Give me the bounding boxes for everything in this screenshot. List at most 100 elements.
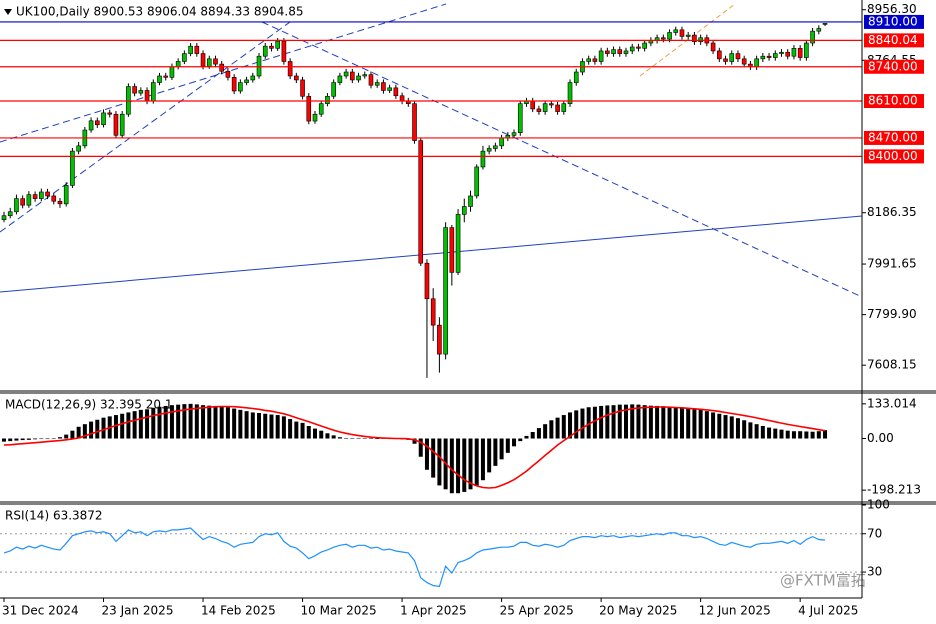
level-label: 8610.00 — [868, 94, 918, 108]
channel-lower — [0, 21, 291, 233]
chart-title: UK100,Daily 8900.53 8906.04 8894.33 8904… — [16, 5, 303, 19]
macd-bar — [630, 404, 635, 439]
macd-bar — [723, 415, 728, 439]
candle-body — [150, 82, 156, 102]
channel-upper — [0, 3, 447, 143]
candle-body — [636, 46, 641, 49]
macd-bar — [493, 438, 498, 466]
candle-body — [20, 198, 25, 206]
macd-bar — [331, 435, 336, 439]
candle-body — [287, 61, 293, 77]
candle-body — [101, 112, 106, 126]
macd-bar — [456, 438, 461, 494]
macd-bar — [692, 409, 697, 439]
x-tick-label: 23 Jan 2025 — [102, 604, 174, 618]
macd-bar — [368, 438, 373, 440]
candle-body — [107, 112, 113, 115]
macd-bar — [126, 412, 131, 439]
macd-bar — [779, 429, 784, 439]
macd-bar — [163, 405, 168, 439]
macd-bar — [26, 438, 31, 440]
macd-bar — [698, 409, 703, 439]
macd-bar — [742, 420, 747, 439]
macd-bar — [306, 426, 311, 439]
macd-bar — [76, 426, 81, 439]
macd-bar — [549, 420, 554, 439]
candle-body — [343, 71, 349, 77]
x-tick-label: 20 May 2025 — [599, 604, 677, 618]
candle-body — [219, 63, 224, 72]
macd-bar — [431, 438, 436, 478]
macd-bar — [773, 428, 778, 439]
macd-bar — [798, 431, 803, 439]
candle-body — [70, 150, 75, 186]
macd-bar — [356, 438, 361, 439]
level-label: 8740.00 — [868, 59, 918, 73]
candle-body — [449, 227, 455, 273]
candle-body — [350, 71, 355, 81]
candle-body — [262, 45, 268, 57]
macd-bar — [536, 428, 541, 439]
macd-bar — [412, 438, 417, 444]
y-tick-label: 0.00 — [867, 431, 894, 445]
y-tick-label: -198.213 — [867, 483, 921, 497]
macd-bar — [288, 418, 293, 439]
macd-bar — [424, 438, 429, 470]
candle-body — [318, 103, 324, 115]
candle-body — [530, 100, 536, 110]
candle-body — [231, 76, 237, 92]
plot-layer: 31 Dec 2024 23 Jan 2025 14 Feb 2025 10 Mar … — [0, 2, 924, 618]
macd-bar — [95, 419, 100, 439]
macd-bar — [219, 406, 224, 439]
level-label-box — [864, 33, 924, 48]
candle-body — [26, 194, 32, 206]
macd-bar — [39, 438, 44, 440]
macd-bar — [437, 438, 442, 486]
frame — [0, 0, 936, 599]
candle-body — [1, 215, 7, 220]
candle-body — [238, 82, 243, 92]
macd-bar — [14, 438, 19, 441]
macd-bar — [337, 437, 342, 439]
macd-bar — [679, 407, 684, 439]
candle-body — [200, 53, 206, 67]
macd-bar — [686, 408, 691, 439]
candle-body — [605, 50, 610, 54]
candle-body — [7, 211, 13, 217]
macd-bar — [617, 404, 622, 439]
candle-body — [430, 298, 436, 326]
macd-bar — [120, 413, 125, 439]
candle-body — [499, 137, 504, 147]
macd-bar — [480, 438, 485, 481]
macd-bar — [263, 413, 268, 439]
candle-body — [399, 95, 405, 102]
macd-bar — [300, 422, 305, 439]
candle-body — [804, 42, 809, 58]
descending-trendline — [261, 21, 863, 298]
macd-bar — [767, 427, 772, 439]
candle-body — [443, 227, 448, 355]
candle-body — [182, 53, 187, 62]
macd-bar — [344, 437, 349, 439]
candle-body — [119, 113, 125, 136]
candle-body — [679, 29, 685, 37]
y-tick-label: 70 — [867, 526, 882, 540]
x-tick-label: 25 Apr 2025 — [500, 604, 574, 618]
candle-body — [132, 86, 137, 94]
candle-body — [381, 82, 386, 91]
candle-body — [225, 70, 231, 78]
candle-body — [791, 47, 797, 57]
macd-bar — [232, 408, 237, 439]
candle-body — [163, 75, 169, 78]
macd-bar — [281, 416, 286, 439]
macd-bar — [418, 438, 423, 457]
candle-body — [623, 50, 629, 54]
candle-body — [275, 40, 280, 49]
macd-bar — [325, 433, 330, 439]
macd-bar — [717, 413, 722, 439]
macd-bar — [82, 424, 87, 439]
candle-body — [393, 87, 399, 97]
macd-bar — [157, 406, 162, 439]
candle-body — [455, 214, 461, 273]
